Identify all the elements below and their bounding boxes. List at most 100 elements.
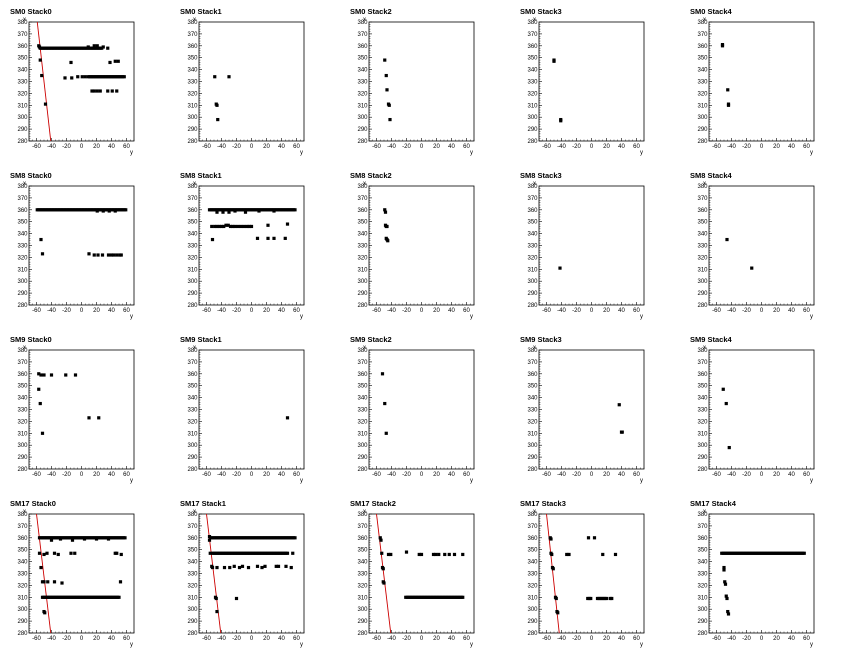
data-point <box>419 552 424 557</box>
panel: SM17 Stack2 280 290 300 310 320 330 340 350 360 37… <box>350 499 475 648</box>
x-tick-label: 20 <box>433 144 440 150</box>
data-point <box>385 224 389 229</box>
data-point <box>46 580 50 584</box>
y-tick-label: 350 <box>527 548 538 554</box>
y-tick-label: 310 <box>527 595 538 601</box>
data-point <box>221 210 225 214</box>
y-tick-label: 320 <box>697 255 708 261</box>
data-point <box>721 387 725 391</box>
data-point <box>215 103 219 107</box>
x-tick-label: -60 <box>32 308 41 314</box>
x-tick-label: 60 <box>463 636 470 642</box>
data-point <box>222 565 227 570</box>
point-layer <box>383 58 392 122</box>
y-tick-label: 350 <box>697 384 708 390</box>
data-point <box>95 44 99 48</box>
y-tick-label: 360 <box>527 44 538 50</box>
x-tick-label: -20 <box>402 636 411 642</box>
y-tick-label: 330 <box>17 408 28 414</box>
x-tick-label: -60 <box>372 144 381 150</box>
panel-title: SM17 Stack2 <box>350 499 396 508</box>
y-tick-label: 350 <box>187 548 198 554</box>
y-tick-label: 380 <box>527 348 538 354</box>
y-tick-label: 280 <box>697 303 708 309</box>
y-tick-label: 280 <box>357 631 368 637</box>
y-tick-label: 320 <box>357 91 368 97</box>
panel: SM9 Stack1 280 290 300 310 320 330 340 350 360 370… <box>180 335 305 484</box>
y-tick-label: 350 <box>187 56 198 62</box>
data-point <box>272 209 276 213</box>
y-tick-label: 280 <box>187 631 198 637</box>
x-tick-label: 40 <box>108 144 115 150</box>
data-point <box>383 208 387 212</box>
x-tick-label: 60 <box>463 472 470 478</box>
y-tick-label: 280 <box>17 303 28 309</box>
x-tick-label: 40 <box>788 308 795 314</box>
data-point <box>233 224 237 229</box>
y-tick-label: 280 <box>17 139 28 145</box>
y-tick-label: 360 <box>697 44 708 50</box>
y-tick-label: 350 <box>697 548 708 554</box>
x-tick-label: 0 <box>760 144 764 150</box>
x-tick-label: 0 <box>420 308 424 314</box>
panel-title: SM17 Stack0 <box>10 499 56 508</box>
y-tick-label: 320 <box>17 583 28 589</box>
x-tick-label: -60 <box>32 636 41 642</box>
y-tick-label: 330 <box>527 244 538 250</box>
panel-title: SM9 Stack2 <box>350 335 392 344</box>
y-tick-label: 340 <box>357 68 368 74</box>
x-tick-label: 20 <box>773 308 780 314</box>
data-point <box>80 75 84 79</box>
x-tick-label: 20 <box>433 308 440 314</box>
data-point <box>92 89 96 93</box>
x-tick-label: 40 <box>278 308 285 314</box>
y-tick-label: 340 <box>697 396 708 402</box>
data-point <box>60 581 64 585</box>
y-tick-label: 330 <box>357 80 368 86</box>
y-tick-label: 280 <box>527 467 538 473</box>
data-point <box>52 551 57 555</box>
data-point <box>112 253 116 257</box>
y-tick-label: 370 <box>187 196 198 202</box>
y-tick-label: 360 <box>17 372 28 378</box>
x-tick-label: -40 <box>557 636 566 642</box>
x-tick-label: 0 <box>80 144 84 150</box>
y-axis-label: x <box>23 509 26 515</box>
y-axis-label: x <box>703 181 706 187</box>
y-tick-label: 320 <box>357 583 368 589</box>
x-tick-label: 0 <box>760 308 764 314</box>
y-tick-label: 280 <box>17 631 28 637</box>
y-tick-label: 280 <box>357 303 368 309</box>
y-tick-label: 370 <box>187 524 198 530</box>
data-point <box>90 89 94 93</box>
x-tick-label: 0 <box>590 636 594 642</box>
data-point <box>613 552 618 557</box>
data-point <box>122 75 126 79</box>
y-tick-label: 350 <box>17 56 28 62</box>
x-tick-label: 60 <box>293 636 300 642</box>
data-point <box>115 551 119 555</box>
y-tick-label: 300 <box>357 443 368 449</box>
x-tick-label: -40 <box>47 472 56 478</box>
x-tick-label: 20 <box>773 472 780 478</box>
point-layer <box>36 514 127 633</box>
y-tick-label: 360 <box>357 536 368 542</box>
x-axis-label: y <box>640 478 643 484</box>
x-tick-label: 40 <box>278 636 285 642</box>
y-tick-label: 300 <box>17 443 28 449</box>
data-point <box>386 239 390 243</box>
data-point <box>38 58 42 62</box>
data-point <box>383 401 387 406</box>
y-tick-label: 370 <box>697 524 708 530</box>
y-tick-label: 330 <box>697 408 708 414</box>
y-tick-label: 300 <box>357 115 368 121</box>
x-tick-label: 0 <box>760 636 764 642</box>
y-tick-label: 290 <box>17 127 28 133</box>
x-tick-label: -20 <box>62 308 71 314</box>
data-point <box>210 237 215 242</box>
y-tick-label: 350 <box>357 384 368 390</box>
y-tick-label: 330 <box>697 572 708 578</box>
y-tick-label: 290 <box>697 127 708 133</box>
data-point <box>56 552 60 557</box>
data-point <box>285 551 290 555</box>
